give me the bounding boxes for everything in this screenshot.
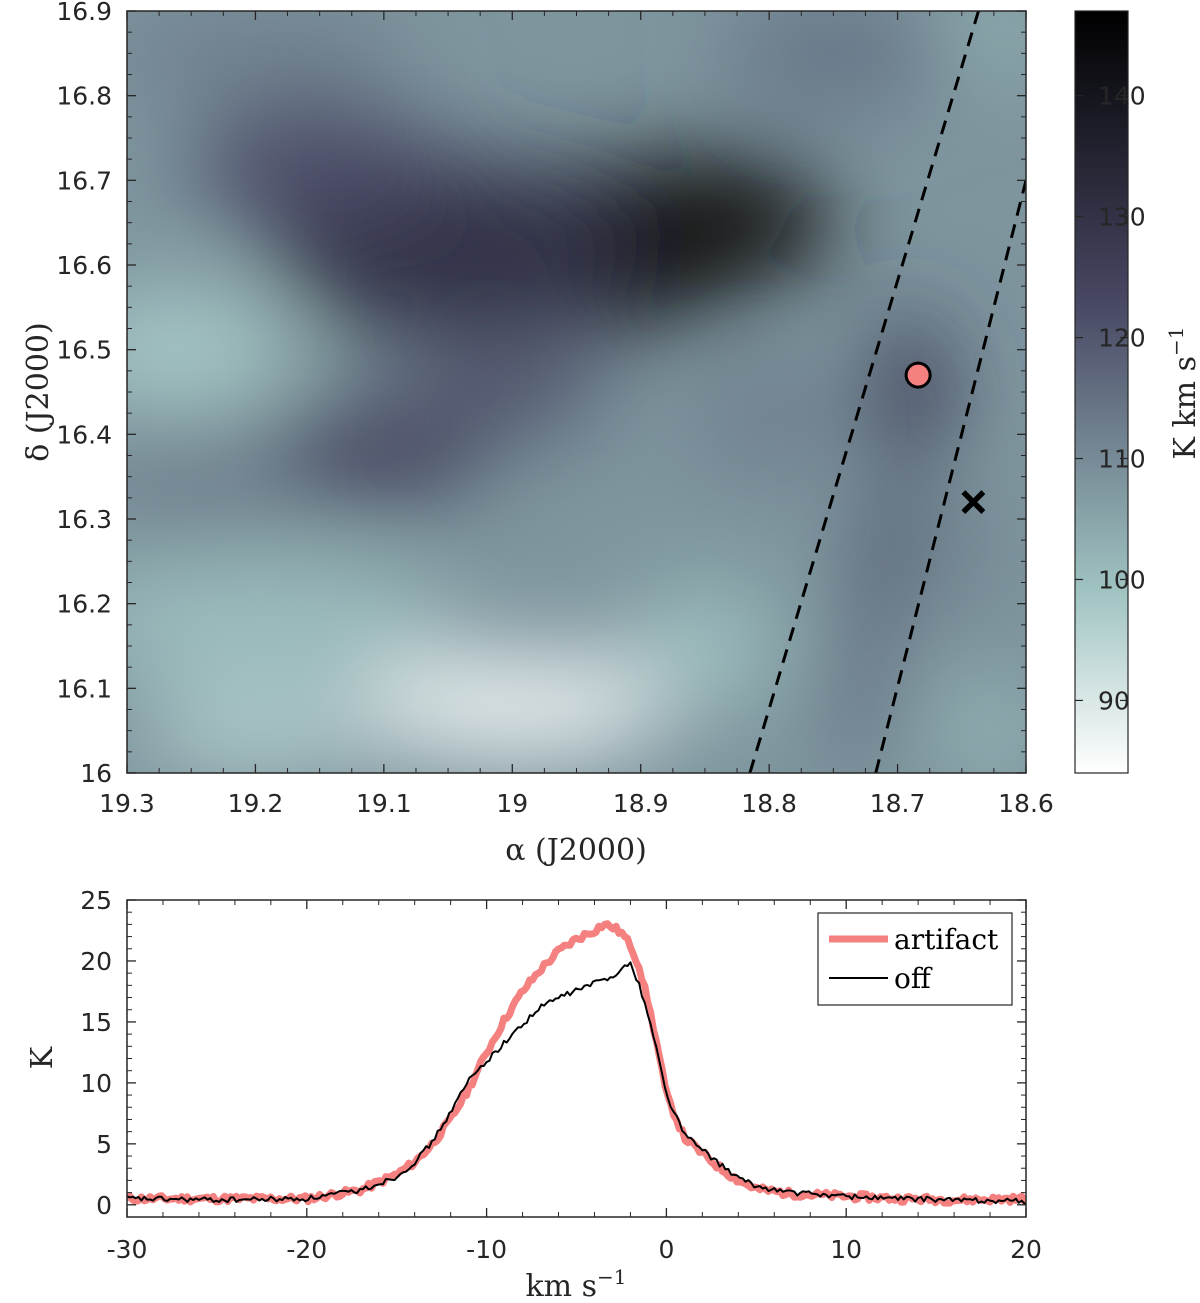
map-y-label: δ (J2000)	[21, 322, 56, 461]
intensity-map: 19.3 19.2 19.1 19 18.9 18.8 18.7 18.6 16 16.1 16.…	[21, 0, 1054, 868]
map-intensity-blob	[689, 357, 850, 478]
map-dashed-line-2	[874, 179, 1026, 773]
spectrum-y-label: K	[25, 1046, 60, 1069]
map-dashed-line-1	[748, 11, 980, 773]
legend-label-off: off	[894, 962, 933, 995]
map-y-tick-label: 16	[80, 759, 112, 788]
map-intensity-blob	[624, 586, 785, 706]
map-intensity-blob	[723, 11, 944, 114]
map-y-tick-label: 16.1	[56, 674, 112, 703]
map-intensity-blob	[841, 580, 902, 661]
spectrum-x-tick-label: -20	[286, 1235, 327, 1264]
map-intensity-blob	[574, 152, 835, 293]
map-intensity-blob	[950, 11, 1026, 68]
map-x-label: α (J2000)	[505, 833, 647, 868]
map-x-tick-label: 18.7	[870, 789, 926, 818]
map-intensity-blob	[937, 690, 1026, 771]
map-y-tick-label: 16.9	[56, 0, 112, 26]
off-position-stroke-b	[961, 490, 986, 515]
spectrum-y-tick-label: 0	[96, 1191, 112, 1220]
colorbar-tick-label: 100	[1098, 565, 1146, 594]
artifact-position-marker	[904, 361, 932, 389]
legend-box	[817, 912, 1013, 1006]
colorbar-tick-label: 140	[1098, 82, 1146, 111]
map-x-tick-label: 19	[496, 789, 528, 818]
spectrum-plot: -30 -20 -10 0 10 20 0 5 10 15 20 25 km s−1 K artif…	[25, 886, 1042, 1303]
map-intensity-blob	[127, 560, 456, 681]
spectrum-x-tick-label: -10	[466, 1235, 507, 1264]
map-y-tick-label: 16.4	[56, 420, 112, 449]
map-intensity-blob	[870, 312, 951, 472]
legend-label-artifact: artifact	[894, 923, 999, 956]
map-x-tick-label: 19.3	[99, 789, 155, 818]
map-intensity-blob	[352, 655, 673, 756]
spectrum-y-tick-label: 25	[80, 886, 112, 915]
map-intensity-blob	[486, 436, 667, 517]
map-intensity-blob	[824, 673, 895, 754]
map-y-tick-label: 16.5	[56, 336, 112, 365]
spectrum-y-tick-label: 5	[96, 1130, 112, 1159]
colorbar-label: K km s−1	[1164, 327, 1200, 460]
off-position-marker	[961, 490, 986, 515]
map-x-tick-label: 18.9	[613, 789, 669, 818]
map-x-tick-label: 18.6	[998, 789, 1054, 818]
colorbar-tick-label: 120	[1098, 324, 1146, 353]
map-intensity-blob	[127, 289, 299, 410]
colorbar-gradient	[1074, 10, 1129, 774]
spectrum-line-off	[127, 961, 1026, 1205]
colorbar-tick-label: 110	[1098, 445, 1146, 474]
spectrum-x-tick-label: 10	[830, 1235, 862, 1264]
map-intensity-blob	[934, 481, 1015, 642]
spectrum-y-tick-label: 20	[80, 947, 112, 976]
map-y-tick-label: 16.8	[56, 82, 112, 111]
colorbar-tick-label: 130	[1098, 203, 1146, 232]
map-intensity-blob	[412, 342, 613, 442]
spectrum-y-tick-label: 15	[80, 1008, 112, 1037]
spectrum-y-tick-label: 10	[80, 1069, 112, 1098]
map-y-tick-label: 16.2	[56, 590, 112, 619]
map-intensity-blob	[189, 103, 450, 224]
spectrum-x-label: km s−1	[525, 1265, 626, 1303]
map-y-tick-label: 16.6	[56, 251, 112, 280]
map-y-tick-label: 16.3	[56, 505, 112, 534]
map-intensity-blob	[127, 426, 292, 527]
spectrum-x-tick-label: 20	[1010, 1235, 1042, 1264]
map-y-tick-label: 16.7	[56, 166, 112, 195]
colorbar: 90 100 110 120 130 140 K km s−1	[1074, 10, 1200, 774]
map-intensity-blob	[127, 11, 406, 104]
map-x-tick-label: 18.8	[741, 789, 797, 818]
map-x-tick-label: 19.2	[228, 789, 284, 818]
map-x-tick-label: 19.1	[356, 789, 412, 818]
legend: artifact off	[817, 912, 1013, 1006]
spectrum-x-tick-label: 0	[658, 1235, 674, 1264]
map-intensity-blob	[862, 495, 933, 576]
map-intensity-blob	[135, 690, 376, 771]
colorbar-tick-label: 90	[1098, 686, 1130, 715]
spectrum-x-tick-label: -30	[107, 1235, 148, 1264]
